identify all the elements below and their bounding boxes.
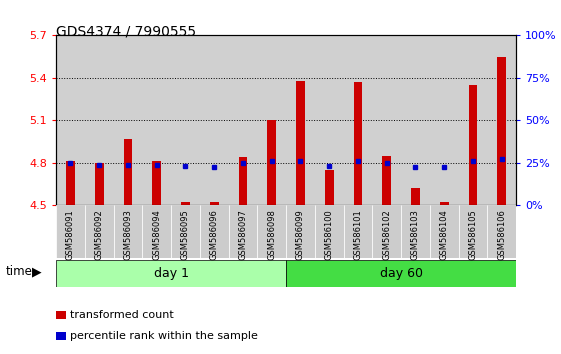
Bar	[286, 260, 516, 287]
Text: GSM586103: GSM586103	[411, 210, 420, 261]
Text: GSM586101: GSM586101	[353, 210, 362, 260]
Text: GSM586094: GSM586094	[152, 210, 161, 260]
Bar	[488, 205, 516, 258]
Text: percentile rank within the sample: percentile rank within the sample	[70, 331, 258, 341]
Bar	[66, 161, 75, 205]
Bar	[85, 35, 113, 205]
Bar	[257, 35, 286, 205]
Bar	[315, 35, 343, 205]
Bar	[181, 202, 190, 205]
Text: GSM586092: GSM586092	[95, 210, 104, 260]
Bar	[401, 205, 430, 258]
Bar	[458, 205, 488, 258]
Bar	[268, 120, 276, 205]
Bar	[498, 57, 506, 205]
Bar	[488, 35, 516, 205]
Bar	[153, 161, 161, 205]
Bar	[56, 35, 85, 205]
Text: GSM586106: GSM586106	[497, 210, 506, 261]
Text: GSM586096: GSM586096	[210, 210, 219, 261]
Text: day 60: day 60	[380, 267, 422, 280]
Bar	[353, 82, 362, 205]
Bar	[373, 205, 401, 258]
Bar	[113, 35, 142, 205]
Bar	[228, 35, 257, 205]
Bar	[383, 156, 391, 205]
Text: GSM586099: GSM586099	[296, 210, 305, 260]
Bar	[373, 35, 401, 205]
Bar	[229, 205, 257, 258]
Text: GSM586105: GSM586105	[468, 210, 477, 260]
Bar	[113, 205, 142, 258]
Bar	[286, 35, 315, 205]
Bar	[238, 157, 247, 205]
Bar	[200, 35, 229, 205]
Bar	[210, 202, 219, 205]
Text: GSM586095: GSM586095	[181, 210, 190, 260]
Bar	[468, 85, 477, 205]
Bar	[440, 202, 449, 205]
Bar	[286, 205, 315, 258]
Bar	[325, 170, 334, 205]
Bar	[142, 205, 171, 258]
Bar	[401, 35, 430, 205]
Bar	[171, 205, 200, 258]
Bar	[200, 205, 229, 258]
Text: time: time	[6, 266, 33, 278]
Text: GSM586091: GSM586091	[66, 210, 75, 260]
Text: GSM586098: GSM586098	[267, 210, 276, 261]
Bar	[56, 260, 286, 287]
Bar	[171, 35, 200, 205]
Text: GSM586102: GSM586102	[382, 210, 391, 260]
Text: ▶: ▶	[33, 266, 42, 278]
Bar	[430, 205, 459, 258]
Text: GSM586093: GSM586093	[123, 210, 132, 261]
Bar	[95, 163, 104, 205]
Bar	[343, 35, 373, 205]
Text: GDS4374 / 7990555: GDS4374 / 7990555	[56, 25, 196, 39]
Text: GSM586104: GSM586104	[440, 210, 449, 260]
Text: transformed count: transformed count	[70, 310, 174, 320]
Bar	[411, 188, 420, 205]
Bar	[458, 35, 488, 205]
Bar	[123, 139, 132, 205]
Bar	[85, 205, 113, 258]
Bar	[56, 205, 85, 258]
Text: GSM586097: GSM586097	[238, 210, 247, 261]
Text: day 1: day 1	[154, 267, 188, 280]
Bar	[257, 205, 286, 258]
Bar	[430, 35, 458, 205]
Bar	[343, 205, 373, 258]
Bar	[296, 81, 305, 205]
Text: GSM586100: GSM586100	[325, 210, 334, 260]
Bar	[142, 35, 171, 205]
Bar	[315, 205, 343, 258]
